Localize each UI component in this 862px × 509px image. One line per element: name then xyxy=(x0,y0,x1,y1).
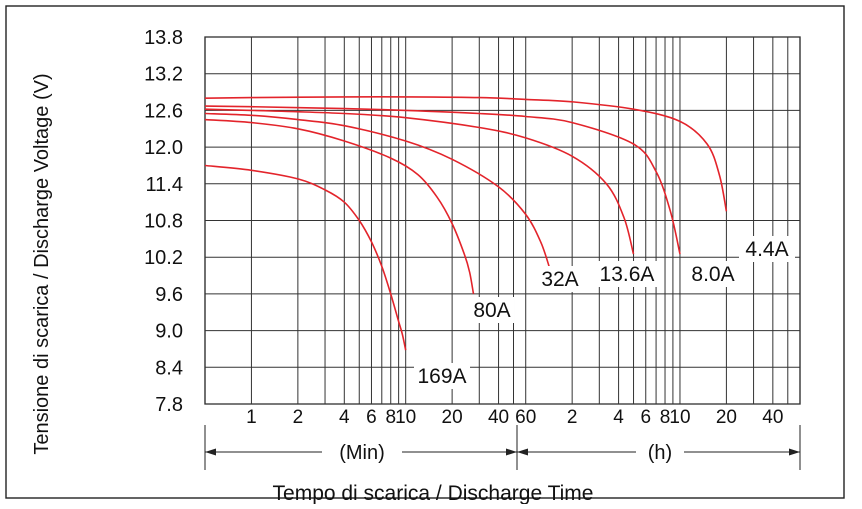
y-tick-label: 9.6 xyxy=(155,284,183,306)
y-tick-label: 10.8 xyxy=(144,211,183,233)
series-label-32A: 32A xyxy=(541,268,578,291)
h-arrow-right xyxy=(789,448,800,456)
unit-brackets: (Min) (h) xyxy=(204,425,801,470)
x-tick-label: 20 xyxy=(716,407,737,428)
curve-4-4A xyxy=(204,96,728,212)
series-label-80A: 80A xyxy=(473,299,510,322)
series-label-13-6A: 13.6A xyxy=(600,263,655,286)
x-tick-label: 10 xyxy=(669,407,690,428)
minutes-unit-label: (Min) xyxy=(339,442,385,464)
x-tick-label: 6 xyxy=(366,407,377,428)
x-tick-label: 60 xyxy=(515,407,536,428)
hours-unit-label: (h) xyxy=(648,442,672,464)
x-axis-title: Tempo di scarica / Discharge Time xyxy=(273,482,594,504)
series-label-bg xyxy=(685,261,741,287)
min-arrow-right xyxy=(506,448,517,456)
x-tick-label: 20 xyxy=(442,407,463,428)
x-tick-label: 2 xyxy=(567,407,578,428)
x-tick-label: 6 xyxy=(640,407,651,428)
y-tick-label: 11.4 xyxy=(146,174,183,196)
y-axis-title: Tensione di scarica / Discharge Voltage … xyxy=(31,73,53,454)
h-arrow-left xyxy=(517,448,528,456)
x-tick-label: 4 xyxy=(339,407,350,428)
series-label-169A: 169A xyxy=(417,365,466,388)
y-tick-label: 12.0 xyxy=(144,137,183,159)
curve-169A xyxy=(204,164,407,351)
x-tick-label: 4 xyxy=(613,407,624,428)
series-label-8-0A: 8.0A xyxy=(691,263,734,286)
y-tick-label: 9.0 xyxy=(155,321,183,343)
curve-13-6A xyxy=(204,108,635,255)
x-tick-label: 8 xyxy=(385,407,396,428)
y-tick-labels: 13.8 13.2 12.6 12.0 11.4 10.8 10.2 9.6 9.0 8.4 7.8 xyxy=(144,27,183,416)
y-tick-label: 8.4 xyxy=(155,357,183,379)
y-tick-label: 12.6 xyxy=(144,100,183,122)
series-label-4-4A: 4.4A xyxy=(745,238,788,261)
curve-8-0A xyxy=(204,105,681,255)
series-label-bg xyxy=(739,236,795,262)
x-tick-label: 10 xyxy=(395,407,416,428)
x-tick-label: 40 xyxy=(488,407,509,428)
curve-32A xyxy=(204,112,550,267)
series-label-bg xyxy=(593,261,661,287)
x-tick-label: 1 xyxy=(246,407,257,428)
series-labels: 169A 80A 32A 13.6A 8.0A 4.4A xyxy=(414,236,795,389)
grid xyxy=(204,36,801,405)
discharge-curves xyxy=(204,96,728,351)
x-tick-label: 8 xyxy=(660,407,671,428)
series-label-bg xyxy=(470,297,514,323)
min-arrow-left xyxy=(205,448,216,456)
x-tick-labels: 1 2 4 6 8 10 20 40 60 2 4 6 8 10 20 40 xyxy=(246,407,783,428)
curve-80A xyxy=(204,118,475,295)
x-tick-label: 40 xyxy=(762,407,783,428)
y-tick-label: 10.2 xyxy=(144,247,183,269)
outer-frame xyxy=(5,5,845,499)
series-label-bg xyxy=(414,363,470,389)
y-tick-label: 13.8 xyxy=(144,27,183,49)
x-tick-label: 2 xyxy=(293,407,304,428)
y-tick-label: 13.2 xyxy=(144,64,183,86)
series-label-bg xyxy=(538,266,582,292)
y-tick-label: 7.8 xyxy=(155,394,183,416)
